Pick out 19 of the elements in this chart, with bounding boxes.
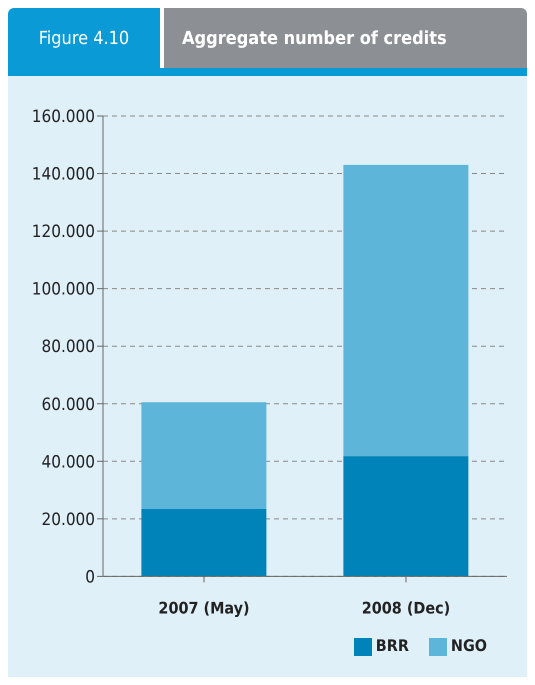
x-tick-label: 2007 (May) (158, 598, 250, 618)
bar (343, 164, 468, 456)
y-tick-label: 140.000 (32, 164, 95, 185)
caption: Figure 4.10 (8, 8, 160, 68)
y-tick-label: 80.000 (42, 337, 95, 358)
y-tick-label: 100.000 (32, 280, 95, 300)
legend-label: BRR (376, 636, 409, 656)
y-tick-label: 160.000 (32, 107, 95, 128)
bar (141, 509, 266, 576)
legend-label: NGO (450, 636, 487, 656)
y-tick-label: 120.000 (32, 222, 95, 242)
chart-title: Aggregate number of credits (164, 8, 527, 68)
y-tick-label: 60.000 (42, 394, 95, 415)
x-tick-label: 2008 (Dec) (362, 598, 450, 618)
y-tick-label: 0 (85, 567, 95, 588)
bar (343, 456, 468, 576)
bar (141, 402, 266, 510)
y-tick-label: 40.000 (42, 452, 95, 472)
y-tick-label: 20.000 (42, 510, 95, 530)
